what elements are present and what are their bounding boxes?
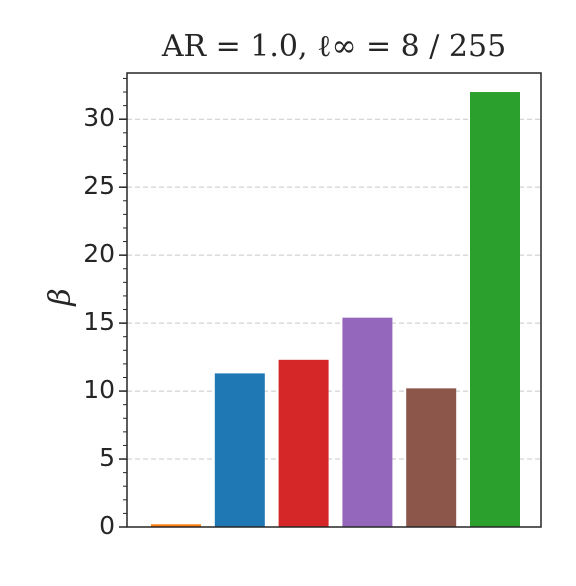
bar	[406, 388, 457, 527]
chart-title: AR = 1.0, ℓ∞ = 8 / 255	[161, 29, 506, 64]
bar	[151, 524, 201, 527]
y-tick-label: 30	[83, 103, 115, 132]
y-tick-label: 20	[83, 239, 115, 268]
y-tick-label: 0	[99, 511, 115, 540]
y-tick-label: 25	[83, 171, 115, 200]
bar	[278, 359, 329, 527]
y-tick-label: 10	[83, 375, 115, 404]
plot-frame	[126, 72, 542, 528]
bar	[470, 92, 520, 527]
y-tick-label: 15	[83, 307, 115, 336]
bar	[214, 373, 265, 527]
y-tick-label: 5	[99, 443, 115, 472]
bar	[342, 317, 393, 527]
y-axis-label: β	[43, 288, 78, 306]
